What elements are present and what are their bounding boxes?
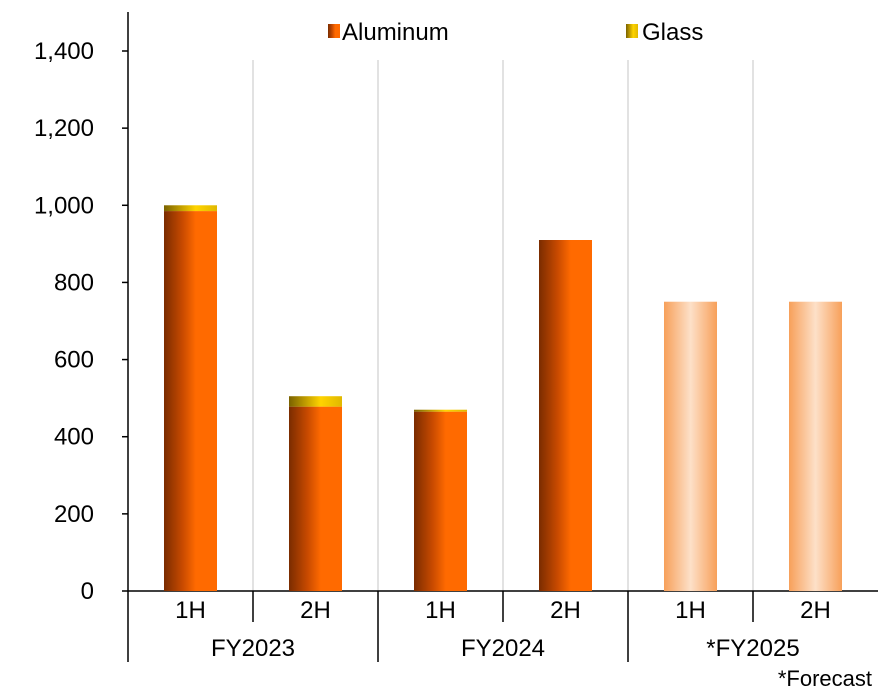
y-tick-label: 1,200: [34, 115, 94, 142]
y-tick-label: 1,000: [34, 192, 94, 219]
legend-label-glass: Glass: [642, 19, 703, 46]
footnote: *Forecast: [778, 666, 872, 688]
x-tick-label: 2H: [800, 597, 831, 624]
legend: Aluminum Glass: [328, 19, 703, 46]
x-tick-label: 2H: [300, 597, 331, 624]
legend-swatch-glass: [626, 24, 638, 38]
bar-glass-3: [414, 409, 467, 412]
y-tick-label: 200: [54, 501, 94, 528]
bar-aluminum-4: [539, 240, 592, 591]
x-tick-label: 2H: [550, 597, 581, 624]
group-label: FY2024: [461, 635, 545, 662]
group-label: FY2023: [211, 635, 295, 662]
legend-swatch-aluminum: [328, 24, 340, 38]
y-tick-label: 600: [54, 347, 94, 374]
bars: [164, 205, 842, 592]
bar-aluminum-6: [789, 301, 842, 591]
bar-aluminum-3: [414, 411, 467, 591]
bar-glass-2: [289, 396, 342, 407]
bar-aluminum-2: [289, 406, 342, 591]
group-label: *FY2025: [706, 635, 799, 662]
x-tick-label: 1H: [175, 597, 206, 624]
y-tick-label: 1,400: [34, 38, 94, 65]
axes: [122, 12, 878, 662]
bar-glass-1: [164, 205, 217, 212]
y-tick-label: 800: [54, 269, 94, 296]
legend-label-aluminum: Aluminum: [342, 19, 449, 46]
x-tick-label: 1H: [675, 597, 706, 624]
bar-aluminum-5: [664, 301, 717, 591]
y-tick-label: 400: [54, 424, 94, 451]
axis-labels: 0 200 400 600 800 1,000 1,200 1,400 1H 2H 1H 2H 1H 2H…: [34, 38, 831, 662]
y-tick-label: 0: [81, 578, 94, 605]
x-tick-label: 1H: [425, 597, 456, 624]
grid-lines: [252, 60, 754, 591]
bar-aluminum-1: [164, 211, 217, 592]
